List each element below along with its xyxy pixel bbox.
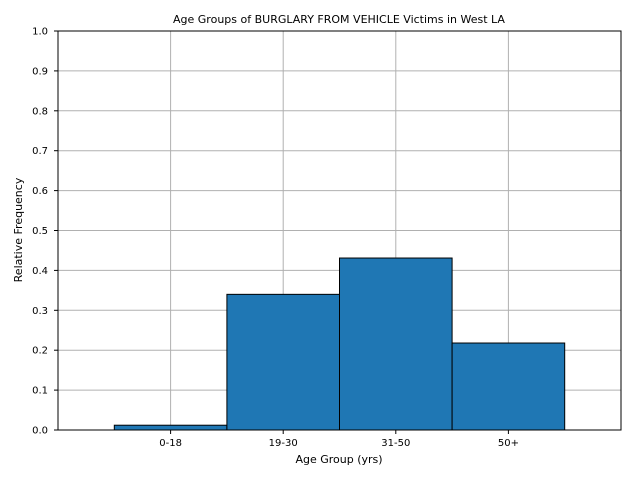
- y-axis-title: Relative Frequency: [12, 177, 25, 282]
- y-tick-label: 1.0: [32, 27, 48, 38]
- x-axis: 0-18 19-30 31-50 50+: [159, 430, 519, 449]
- x-tick-label-31-50: 31-50: [381, 438, 410, 449]
- bar-19-30: [226, 293, 340, 431]
- bar-50+: [451, 342, 566, 431]
- y-tick-label: 0.0: [32, 426, 48, 437]
- y-axis: 0.0 0.1 0.2 0.3 0.4 0.5 0.6 0.7 0.8 0.9 1.0: [32, 27, 58, 437]
- bar-0-18: [113, 424, 228, 431]
- chart-title: Age Groups of BURGLARY FROM VEHICLE Vict…: [173, 13, 505, 26]
- y-tick-label: 0.7: [32, 146, 48, 157]
- y-tick-label: 0.8: [32, 106, 48, 117]
- x-tick-label-19-30: 19-30: [269, 438, 298, 449]
- y-tick-label: 0.1: [32, 386, 48, 397]
- bar-31-50: [339, 257, 453, 431]
- x-axis-title: Age Group (yrs): [295, 453, 382, 466]
- x-tick-label-50+: 50+: [498, 438, 519, 449]
- y-tick-label: 0.9: [32, 66, 48, 77]
- y-tick-label: 0.2: [32, 346, 48, 357]
- y-tick-label: 0.6: [32, 186, 48, 197]
- y-tick-label: 0.3: [32, 306, 48, 317]
- y-tick-label: 0.4: [32, 266, 48, 277]
- bars: [113, 257, 566, 431]
- x-tick-label-0-18: 0-18: [159, 438, 182, 449]
- y-tick-label: 0.5: [32, 226, 48, 237]
